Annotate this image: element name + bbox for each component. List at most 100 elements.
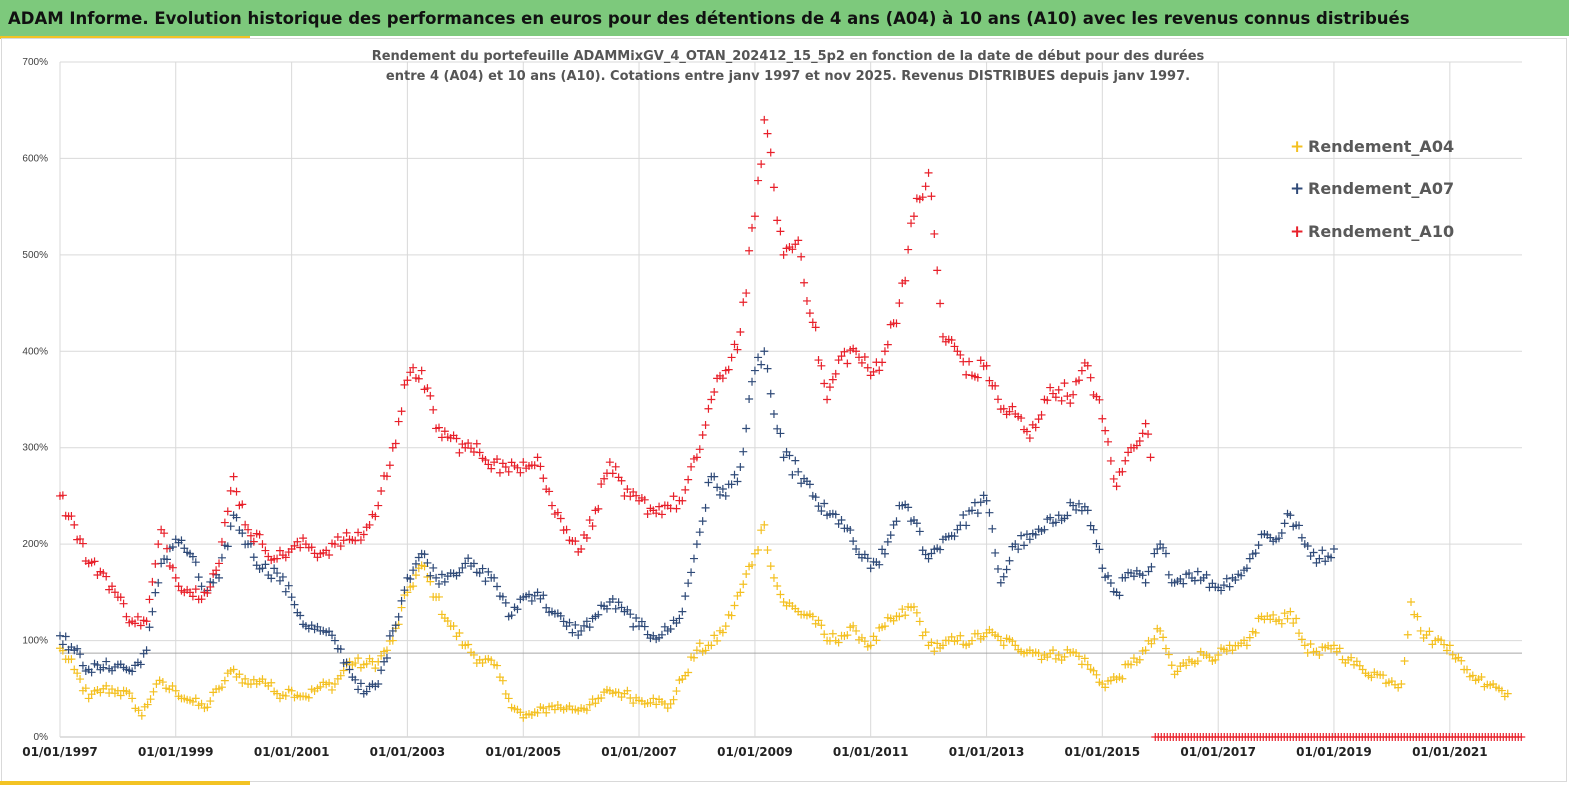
data-point	[718, 484, 727, 493]
data-point	[385, 631, 394, 640]
data-point	[1211, 583, 1220, 592]
data-point	[999, 572, 1008, 581]
data-point	[817, 361, 826, 370]
data-point	[936, 545, 945, 554]
data-point	[498, 676, 507, 685]
data-point	[102, 572, 111, 581]
x-tick-label: 01/01/2005	[486, 745, 562, 759]
data-point	[695, 639, 704, 648]
data-point	[776, 227, 785, 236]
data-point	[1289, 619, 1298, 628]
data-point	[817, 621, 826, 630]
data-point	[1014, 545, 1023, 554]
data-point	[1092, 539, 1101, 548]
data-point	[915, 617, 924, 626]
data-point	[760, 520, 769, 529]
data-point	[168, 563, 177, 572]
data-point	[843, 359, 852, 368]
data-point	[866, 564, 875, 573]
data-point	[1300, 641, 1309, 650]
data-point	[339, 536, 348, 545]
data-point	[883, 537, 892, 546]
data-point	[1295, 521, 1304, 530]
data-point	[119, 599, 128, 608]
data-point	[736, 463, 745, 471]
data-point	[800, 278, 809, 287]
x-axis: 01/01/1997 01/01/1999 01/01/2001 01/01/2003…	[22, 745, 1487, 759]
data-point	[993, 395, 1002, 404]
x-tick-label: 01/01/2017	[1180, 745, 1256, 759]
data-point	[246, 531, 255, 540]
data-point	[907, 603, 916, 612]
data-point	[704, 478, 713, 487]
data-point	[325, 627, 334, 636]
data-point	[950, 637, 959, 646]
data-point	[571, 620, 580, 629]
data-point	[791, 604, 800, 613]
data-point	[769, 573, 778, 582]
data-point	[414, 553, 423, 562]
data-point	[1228, 646, 1237, 655]
data-point	[328, 539, 337, 548]
data-point	[1037, 410, 1046, 419]
data-point	[757, 160, 766, 169]
data-point	[299, 692, 308, 701]
data-point	[556, 611, 565, 620]
data-point	[602, 685, 611, 694]
data-point	[498, 592, 507, 601]
data-point	[426, 571, 435, 580]
data-point	[116, 593, 125, 602]
data-point	[669, 695, 678, 704]
data-point	[1403, 630, 1412, 639]
data-point	[1141, 419, 1150, 428]
data-point	[76, 650, 85, 659]
data-point	[547, 501, 556, 510]
data-point	[391, 621, 400, 630]
data-point	[220, 676, 229, 685]
data-point	[394, 417, 403, 426]
data-point	[730, 470, 739, 479]
data-point	[1445, 641, 1454, 650]
data-point	[571, 537, 580, 546]
data-point	[524, 590, 533, 599]
series-rendement-a10	[56, 115, 1155, 630]
data-point	[1106, 456, 1115, 465]
data-point	[1277, 619, 1286, 628]
data-point	[423, 558, 432, 567]
data-point	[374, 501, 383, 510]
data-point	[81, 684, 90, 693]
data-point	[779, 453, 788, 462]
data-point	[883, 340, 892, 349]
data-point	[223, 542, 232, 551]
data-point	[356, 536, 365, 545]
data-point	[249, 675, 258, 684]
data-point	[87, 668, 96, 677]
data-point	[1005, 556, 1014, 565]
data-point	[1066, 498, 1075, 507]
data-point	[724, 365, 733, 374]
data-point	[273, 569, 282, 578]
data-point	[461, 559, 470, 568]
data-point	[681, 592, 690, 601]
data-point	[1231, 576, 1240, 585]
data-point	[802, 296, 811, 305]
data-point	[128, 694, 137, 703]
data-point	[559, 705, 568, 714]
data-point	[501, 463, 510, 472]
data-point	[773, 424, 782, 433]
data-point	[108, 582, 117, 591]
data-point	[1448, 650, 1457, 659]
data-point	[255, 530, 264, 539]
data-point	[133, 612, 142, 621]
data-point	[151, 559, 160, 568]
data-point	[594, 610, 603, 619]
data-point	[820, 630, 829, 639]
data-point	[1463, 665, 1472, 674]
data-point	[727, 611, 736, 620]
data-point	[1106, 579, 1115, 587]
data-point	[580, 621, 589, 630]
data-point	[863, 363, 872, 372]
data-point	[215, 559, 224, 568]
data-point	[281, 587, 290, 596]
data-point	[880, 549, 889, 558]
